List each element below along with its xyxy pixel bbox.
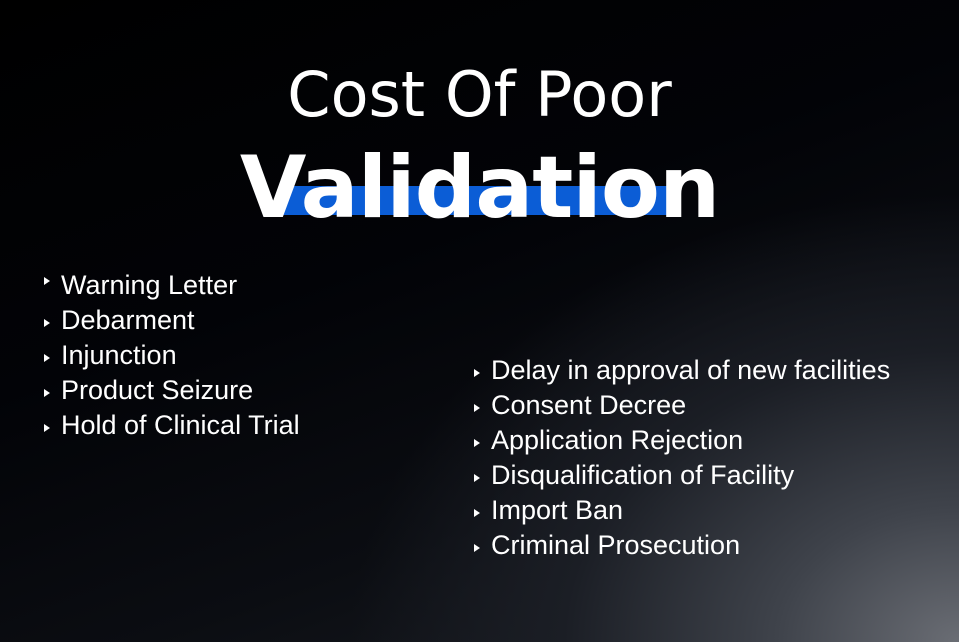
triangle-bullet-icon xyxy=(44,388,50,397)
triangle-bullet-icon xyxy=(44,318,50,327)
triangle-bullet-icon xyxy=(474,438,480,447)
title-line-2: Validation xyxy=(238,138,721,238)
right-bullet-list: Delay in approval of new facilities Cons… xyxy=(468,353,890,563)
triangle-bullet-icon xyxy=(474,508,480,517)
triangle-bullet-icon xyxy=(474,473,480,482)
list-item-label: Injunction xyxy=(61,340,177,370)
list-item-label: Warning Letter xyxy=(61,270,238,300)
list-item-label: Hold of Clinical Trial xyxy=(61,410,300,440)
triangle-bullet-icon xyxy=(44,276,50,285)
list-item: Warning Letter xyxy=(38,268,300,303)
list-item: Criminal Prosecution xyxy=(468,528,890,563)
title-line-1: Cost Of Poor xyxy=(287,58,672,131)
list-item: Application Rejection xyxy=(468,423,890,458)
left-bullet-list: Warning Letter Debarment Injunction Prod… xyxy=(38,268,300,443)
title-line-2-text: Validation xyxy=(239,138,720,238)
list-item: Import Ban xyxy=(468,493,890,528)
title-highlight-bar xyxy=(279,186,680,215)
triangle-bullet-icon xyxy=(474,543,480,552)
triangle-bullet-icon xyxy=(474,403,480,412)
list-item: Injunction xyxy=(38,338,300,373)
list-item: Disqualification of Facility xyxy=(468,458,890,493)
triangle-bullet-icon xyxy=(44,353,50,362)
list-item-label: Criminal Prosecution xyxy=(491,530,741,560)
list-item: Debarment xyxy=(38,303,300,338)
list-item-label: Import Ban xyxy=(491,495,624,525)
title-line-2-container: Validation xyxy=(0,138,959,238)
triangle-bullet-icon xyxy=(44,423,50,432)
list-item: Delay in approval of new facilities xyxy=(468,353,890,388)
list-item-label: Disqualification of Facility xyxy=(491,460,795,490)
triangle-bullet-icon xyxy=(474,368,480,377)
list-item-label: Delay in approval of new facilities xyxy=(491,355,891,385)
list-item-label: Debarment xyxy=(61,305,195,335)
list-item-label: Application Rejection xyxy=(491,425,744,455)
list-item: Product Seizure xyxy=(38,373,300,408)
list-item: Consent Decree xyxy=(468,388,890,423)
list-item: Hold of Clinical Trial xyxy=(38,408,300,443)
list-item-label: Product Seizure xyxy=(61,375,254,405)
list-item-label: Consent Decree xyxy=(491,390,687,420)
